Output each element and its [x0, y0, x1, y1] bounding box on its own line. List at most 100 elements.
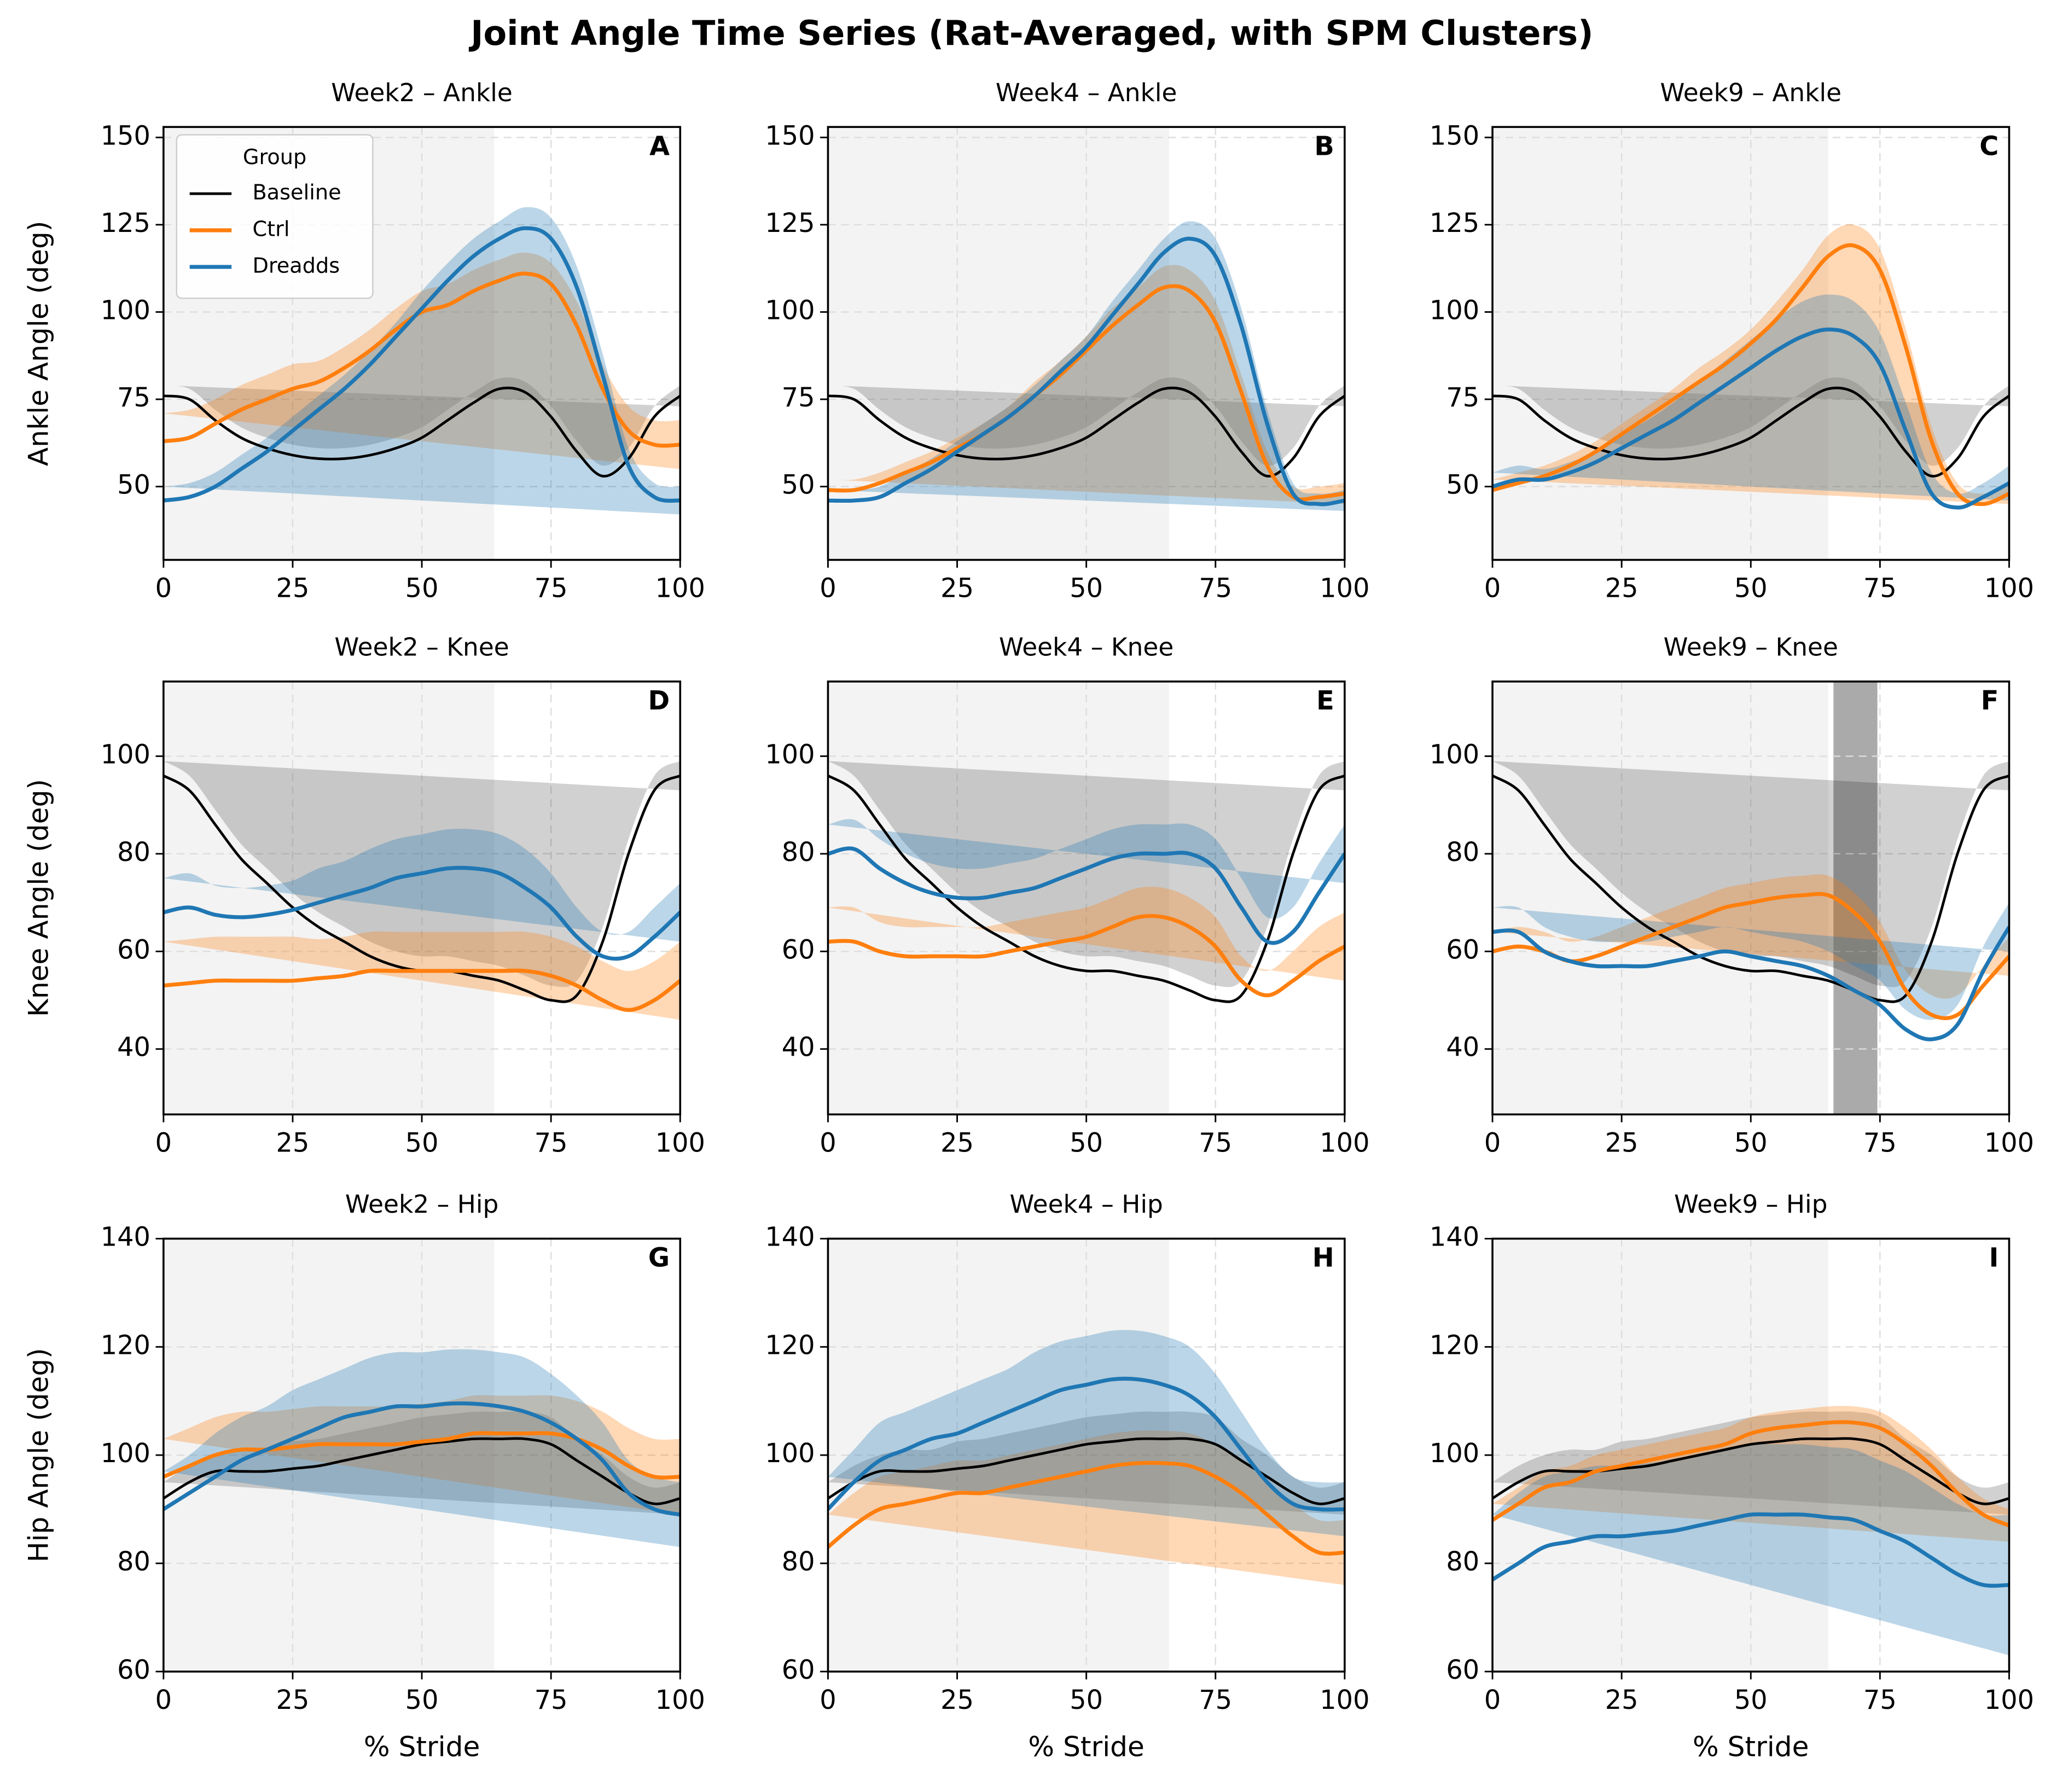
- stance-shading: [1492, 127, 1828, 560]
- x-tick-label: 25: [276, 1128, 310, 1158]
- y-axis-label: Hip Angle (deg): [22, 1348, 55, 1562]
- error-band: [1492, 1406, 2009, 1542]
- stance-shading: [828, 127, 1169, 560]
- panel-title: Week9 – Hip: [1674, 1190, 1827, 1219]
- panel-title: Week4 – Knee: [999, 633, 1173, 662]
- x-tick-label: 0: [820, 1128, 836, 1158]
- error-band: [163, 1411, 681, 1515]
- axes-frame: [162, 680, 682, 1116]
- x-tick-label: 50: [1734, 1128, 1768, 1158]
- axes-frame: [1491, 1237, 2011, 1673]
- x-tick-label: 100: [1320, 574, 1369, 604]
- line: [1492, 386, 2009, 478]
- line: [828, 284, 1345, 502]
- y-tick-label: 60: [782, 1655, 815, 1685]
- x-tick-label: 75: [534, 574, 568, 604]
- y-tick-label: 40: [1446, 1033, 1479, 1063]
- x-tick-label: 25: [940, 574, 974, 604]
- panel-label: B: [1314, 131, 1334, 161]
- y-tick-label: 80: [782, 837, 815, 868]
- error-band: [828, 377, 1345, 466]
- panel-title: Week2 – Ankle: [331, 78, 513, 107]
- panel-label: A: [649, 131, 670, 161]
- x-tick-label: 75: [1863, 1685, 1897, 1715]
- axes-frame: [827, 126, 1346, 561]
- panel-label: D: [648, 686, 670, 716]
- y-tick-label: 100: [1430, 295, 1479, 325]
- legend-label: Baseline: [252, 181, 341, 205]
- x-tick-label: 100: [1320, 1128, 1369, 1158]
- legend-label: Dreadds: [252, 253, 340, 278]
- x-tick-label: 75: [1863, 1128, 1897, 1158]
- y-tick-label: 140: [765, 1222, 815, 1252]
- y-tick-label: 150: [1430, 121, 1479, 151]
- error-band: [1492, 761, 2009, 987]
- panel-label: I: [1989, 1243, 1999, 1273]
- x-tick-label: 0: [155, 1128, 172, 1158]
- y-tick-label: 100: [1430, 740, 1479, 770]
- x-tick-label: 100: [655, 574, 705, 604]
- y-tick-label: 150: [101, 121, 150, 151]
- panel-label: E: [1316, 686, 1334, 716]
- line: [1492, 892, 2009, 1020]
- line: [1492, 774, 2009, 1003]
- y-tick-label: 75: [1446, 383, 1479, 413]
- x-tick-label: 100: [1320, 1685, 1369, 1715]
- panel-title: Week4 – Hip: [1009, 1190, 1163, 1219]
- line: [1492, 1420, 2009, 1528]
- x-tick-label: 25: [1605, 1128, 1639, 1158]
- legend-label: Ctrl: [252, 217, 289, 242]
- y-tick-label: 50: [1446, 470, 1479, 500]
- panel: 0 25 50 75 100 60 80 100 120 140 Week2 – Hip G Hip A…: [22, 1190, 705, 1762]
- x-tick-label: 50: [405, 1128, 439, 1158]
- y-tick-label: 100: [765, 295, 815, 325]
- y-tick-label: 125: [101, 208, 150, 238]
- y-tick-label: 80: [1446, 1547, 1479, 1577]
- line: [1492, 327, 2009, 510]
- line: [828, 846, 1345, 945]
- axes-frame: [162, 126, 682, 561]
- y-tick-label: 60: [117, 935, 150, 965]
- panel: 0 25 50 75 100 50 75 100 125 150 Week2 – Ankle A Ank…: [22, 78, 705, 604]
- x-tick-label: 0: [820, 574, 836, 604]
- line: [163, 386, 681, 478]
- panel: 0 25 50 75 100 60 80 100 120 140 Week4 – Hip H % Str…: [765, 1190, 1369, 1762]
- error-band: [163, 1349, 681, 1547]
- figure-title: Joint Angle Time Series (Rat-Averaged, w…: [468, 13, 1593, 53]
- x-tick-label: 25: [940, 1128, 974, 1158]
- axes-frame: [1491, 680, 2011, 1116]
- axes-frame: [1491, 126, 2011, 561]
- x-tick-label: 50: [1070, 1128, 1103, 1158]
- x-tick-label: 75: [534, 1128, 568, 1158]
- x-tick-label: 25: [940, 1685, 974, 1715]
- x-tick-label: 0: [1484, 574, 1501, 604]
- x-tick-label: 50: [405, 574, 439, 604]
- y-axis-label: Ankle Angle (deg): [22, 221, 55, 467]
- panel-label: H: [1312, 1243, 1334, 1273]
- panel-label: G: [648, 1243, 670, 1273]
- y-tick-label: 100: [765, 1439, 815, 1469]
- panel: 0 25 50 75 100 50 75 100 125 150 Week4 – Ankle B: [765, 78, 1369, 604]
- error-band: [1492, 903, 2009, 1020]
- line: [828, 774, 1345, 1003]
- line: [163, 968, 681, 1012]
- y-tick-label: 40: [117, 1033, 150, 1063]
- line: [163, 1437, 681, 1505]
- panel: 0 25 50 75 100 40 60 80 100 Week9 – Knee F: [1430, 633, 2034, 1159]
- panel: 0 25 50 75 100 40 60 80 100 Week2 – Knee D Knee Ang…: [22, 633, 705, 1159]
- line: [163, 271, 681, 448]
- line: [163, 1431, 681, 1480]
- x-tick-label: 50: [1734, 574, 1768, 604]
- y-tick-label: 100: [101, 740, 150, 770]
- x-tick-label: 100: [1984, 1685, 2034, 1715]
- x-tick-label: 25: [1605, 1685, 1639, 1715]
- x-axis-label: % Stride: [1028, 1730, 1144, 1762]
- error-band: [828, 1411, 1345, 1515]
- x-tick-label: 0: [1484, 1685, 1501, 1715]
- error-band: [828, 221, 1345, 511]
- x-tick-label: 75: [1199, 1128, 1232, 1158]
- x-tick-label: 25: [276, 574, 310, 604]
- x-axis-label: % Stride: [1693, 1730, 1809, 1762]
- line: [828, 386, 1345, 478]
